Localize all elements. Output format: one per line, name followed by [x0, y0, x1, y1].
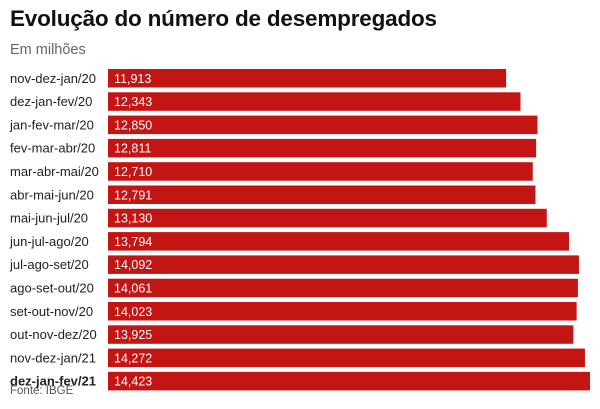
value-label: 14,023 — [114, 305, 152, 319]
category-label: jan-fev-mar/20 — [9, 117, 94, 132]
bar — [108, 138, 537, 158]
category-label: mar-abr-mai/20 — [10, 164, 99, 179]
bar — [108, 325, 574, 344]
value-label: 13,925 — [114, 328, 152, 342]
chart-subtitle: Em milhões — [10, 42, 86, 58]
bar — [108, 162, 533, 181]
value-label: 12,710 — [114, 165, 152, 179]
category-label: ago-set-out/20 — [10, 280, 94, 295]
bar — [108, 371, 590, 391]
category-label: mai-jun-jul/20 — [10, 211, 88, 226]
bar — [108, 185, 536, 204]
bar — [108, 208, 547, 228]
value-label: 12,343 — [114, 95, 152, 109]
category-label: abr-mai-jun/20 — [10, 187, 94, 202]
category-label: jun-jul-ago/20 — [9, 234, 89, 249]
category-label: out-nov-dez/20 — [10, 327, 97, 342]
category-label: nov-dez-jan/21 — [10, 350, 96, 365]
value-label: 13,794 — [114, 235, 152, 249]
source-note: Fonte: IBGE — [10, 385, 74, 397]
value-label: 14,423 — [114, 375, 152, 389]
value-label: 11,913 — [114, 72, 151, 86]
category-label: set-out-nov/20 — [10, 304, 93, 319]
category-label: nov-dez-jan/20 — [10, 71, 96, 86]
bar — [108, 92, 521, 111]
bar — [108, 302, 577, 321]
value-label: 12,850 — [114, 118, 152, 132]
category-label: dez-jan-fev/20 — [10, 94, 92, 109]
category-label: fev-mar-abr/20 — [10, 141, 95, 156]
value-label: 14,092 — [114, 258, 152, 272]
bar — [108, 255, 579, 274]
bar — [108, 69, 507, 88]
value-label: 12,791 — [114, 188, 152, 202]
bar — [108, 348, 585, 368]
bar — [108, 278, 578, 298]
bar — [108, 232, 569, 251]
value-label: 14,272 — [114, 351, 152, 365]
chart-title: Evolução do número de desempregados — [10, 6, 437, 31]
value-label: 13,130 — [114, 212, 152, 226]
value-label: 12,811 — [114, 142, 151, 156]
category-label: dez-jan-fev/21 — [10, 374, 96, 389]
bar — [108, 115, 538, 135]
category-label: jul-ago-set/20 — [9, 257, 89, 272]
value-label: 14,061 — [114, 281, 152, 295]
